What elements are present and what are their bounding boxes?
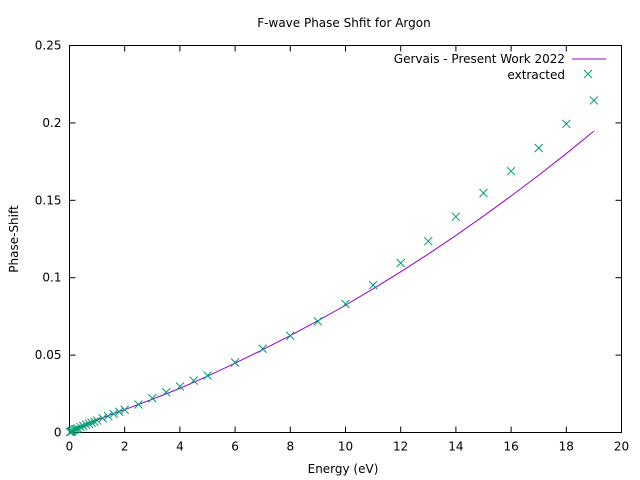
data-point-extracted — [70, 425, 80, 434]
data-point-extracted — [230, 358, 240, 367]
data-point-extracted — [506, 166, 516, 176]
y-tick-label: 0.05 — [35, 348, 62, 362]
x-tick-label: 12 — [393, 440, 408, 454]
y-axis: 0 0.05 0.1 0.15 0.2 0.25 — [35, 39, 622, 440]
data-point-extracted — [258, 344, 268, 354]
y-tick-label: 0 — [54, 426, 62, 440]
legend: Gervais - Present Work 2022 extracted — [394, 52, 606, 82]
data-point-extracted — [589, 96, 599, 105]
x-tick-label: 16 — [503, 440, 518, 454]
y-tick-label: 0.15 — [35, 193, 62, 207]
data-point-extracted — [134, 400, 143, 409]
data-point-extracted — [92, 416, 102, 425]
data-point-extracted — [103, 411, 113, 421]
data-point-extracted — [109, 409, 119, 419]
y-tick-label: 0.2 — [42, 116, 61, 130]
legend-label-model: Gervais - Present Work 2022 — [394, 52, 565, 66]
series-layer — [65, 96, 599, 437]
data-point-extracted — [285, 331, 295, 341]
x-axis: 0 2 4 6 8 10 12 14 16 18 20 — [66, 45, 629, 454]
data-point-extracted — [561, 119, 571, 129]
data-point-extracted — [534, 143, 544, 153]
y-axis-label: Phase-Shift — [7, 205, 21, 273]
x-tick-label: 0 — [66, 440, 74, 454]
data-point-extracted — [175, 382, 185, 391]
data-point-extracted — [479, 188, 488, 198]
series-line-model — [69, 130, 595, 433]
legend-marker-extracted — [583, 69, 593, 79]
x-tick-label: 2 — [121, 440, 129, 454]
legend-x-marker — [583, 69, 593, 79]
legend-label-extracted: extracted — [507, 68, 565, 82]
x-tick-label: 18 — [559, 440, 574, 454]
plot-area-border — [69, 45, 622, 433]
data-point-extracted — [161, 387, 171, 397]
data-point-extracted — [423, 236, 433, 246]
data-point-extracted — [451, 212, 461, 222]
data-point-extracted — [114, 407, 124, 417]
data-point-extracted — [73, 423, 83, 433]
data-point-extracted — [78, 421, 88, 431]
data-point-extracted — [76, 422, 85, 432]
data-point-extracted — [313, 317, 323, 326]
data-point-extracted — [98, 413, 107, 423]
data-point-extracted — [147, 393, 157, 403]
y-tick-label: 0.1 — [42, 271, 61, 285]
data-point-extracted — [189, 376, 199, 385]
x-tick-label: 4 — [176, 440, 184, 454]
data-point-extracted — [84, 419, 94, 429]
data-point-extracted — [120, 405, 130, 415]
data-point-extracted — [81, 420, 91, 430]
x-tick-label: 6 — [231, 440, 239, 454]
data-point-extracted — [396, 258, 406, 268]
y-tick-label: 0.25 — [35, 39, 62, 53]
chart-title: F-wave Phase Shfit for Argon — [257, 16, 430, 30]
x-tick-label: 10 — [338, 440, 353, 454]
data-point-extracted — [87, 418, 96, 427]
data-point-extracted — [368, 280, 378, 290]
x-tick-label: 20 — [614, 440, 629, 454]
x-tick-label: 8 — [286, 440, 294, 454]
data-point-extracted — [89, 417, 99, 427]
x-tick-label: 14 — [448, 440, 463, 454]
x-axis-label: Energy (eV) — [308, 462, 379, 476]
data-point-extracted — [341, 299, 350, 309]
data-point-extracted — [203, 371, 212, 380]
